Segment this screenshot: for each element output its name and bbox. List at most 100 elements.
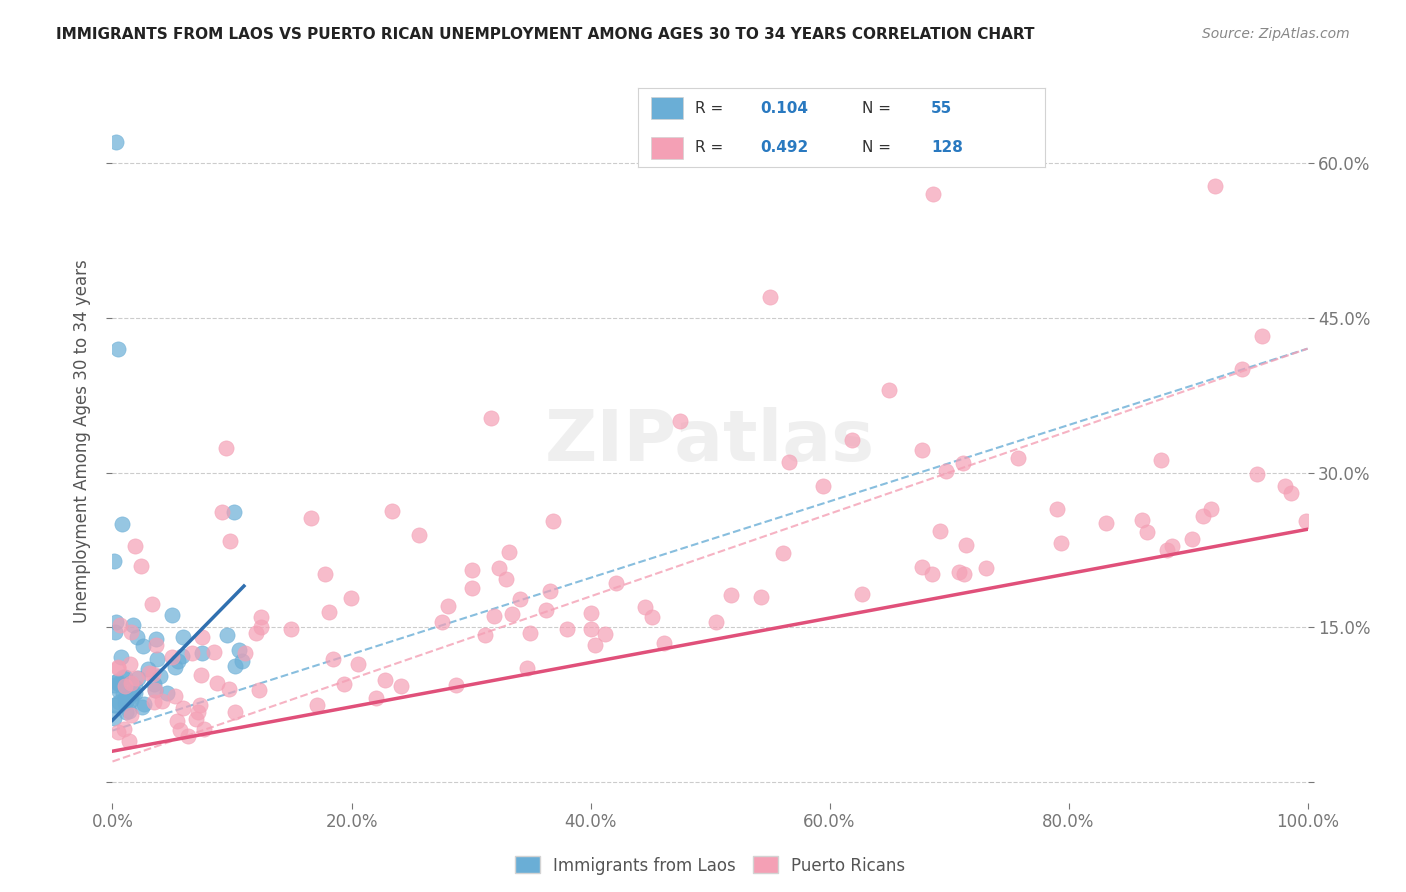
Point (105, 615, 128, 630)
Point (177, 729, 200, 743)
Point (228, 643, 250, 657)
Point (593, 627, 616, 641)
Point (215, 628, 238, 642)
Point (516, 661, 538, 675)
Point (184, 712, 207, 726)
Point (1046, 502, 1069, 516)
Point (495, 572, 517, 586)
Point (193, 722, 215, 736)
Point (172, 700, 194, 714)
Point (851, 587, 873, 601)
Point (105, 673, 128, 688)
Point (929, 524, 952, 538)
Point (474, 628, 496, 642)
Point (118, 676, 141, 690)
Point (299, 511, 322, 525)
Point (124, 686, 146, 700)
Point (332, 677, 354, 691)
Point (218, 682, 240, 697)
Point (165, 689, 187, 703)
Point (114, 679, 136, 693)
Point (948, 566, 970, 580)
Point (190, 668, 212, 682)
Point (114, 691, 136, 706)
Point (145, 683, 167, 698)
Point (143, 682, 166, 697)
Point (1246, 467, 1268, 481)
Point (160, 608, 183, 623)
Point (813, 479, 835, 493)
Point (215, 441, 238, 455)
Point (583, 639, 606, 653)
Point (231, 654, 253, 668)
Point (131, 699, 153, 714)
Point (1050, 536, 1073, 550)
Point (444, 678, 467, 692)
Point (120, 676, 142, 690)
Point (245, 626, 267, 640)
Point (118, 691, 141, 706)
Point (127, 630, 149, 644)
Point (190, 698, 212, 712)
Point (143, 677, 166, 691)
Point (111, 686, 134, 700)
Point (211, 505, 233, 519)
Point (191, 647, 214, 661)
Point (107, 660, 129, 674)
Point (922, 186, 945, 201)
Point (107, 695, 129, 709)
Point (482, 608, 505, 623)
Point (233, 646, 256, 660)
Point (479, 410, 502, 425)
Point (142, 666, 165, 681)
Point (103, 553, 125, 567)
Point (114, 692, 136, 706)
Point (498, 545, 520, 559)
Legend: Immigrants from Laos, Puerto Ricans: Immigrants from Laos, Puerto Ricans (508, 850, 912, 881)
Point (127, 671, 149, 685)
Point (921, 566, 943, 581)
Point (430, 615, 453, 629)
Point (1130, 513, 1153, 527)
Point (181, 647, 204, 661)
Point (519, 625, 541, 640)
Point (108, 676, 131, 690)
Point (169, 723, 191, 737)
Point (879, 383, 901, 397)
Point (120, 689, 142, 703)
Point (149, 668, 172, 682)
Point (1201, 502, 1223, 516)
Point (634, 599, 657, 614)
Point (112, 722, 135, 736)
Point (172, 648, 194, 663)
Point (541, 514, 564, 528)
Point (120, 708, 142, 723)
Point (156, 686, 179, 700)
Point (224, 659, 246, 673)
Point (952, 567, 974, 582)
Point (1181, 532, 1204, 546)
Point (749, 590, 772, 604)
Point (374, 673, 396, 687)
Point (720, 588, 742, 602)
Point (1150, 452, 1173, 467)
Point (488, 560, 510, 574)
Point (911, 560, 934, 574)
Point (124, 680, 146, 694)
Point (131, 639, 153, 653)
Point (104, 675, 127, 690)
Point (461, 563, 484, 577)
Point (121, 625, 143, 640)
Point (111, 670, 134, 684)
Point (132, 697, 155, 711)
Point (1295, 514, 1317, 528)
Point (118, 734, 141, 748)
Point (1204, 178, 1226, 193)
Point (187, 706, 209, 720)
Point (1274, 479, 1296, 493)
Point (167, 655, 190, 669)
Point (207, 676, 229, 690)
Point (224, 505, 246, 519)
Point (166, 714, 188, 728)
Point (974, 561, 997, 575)
